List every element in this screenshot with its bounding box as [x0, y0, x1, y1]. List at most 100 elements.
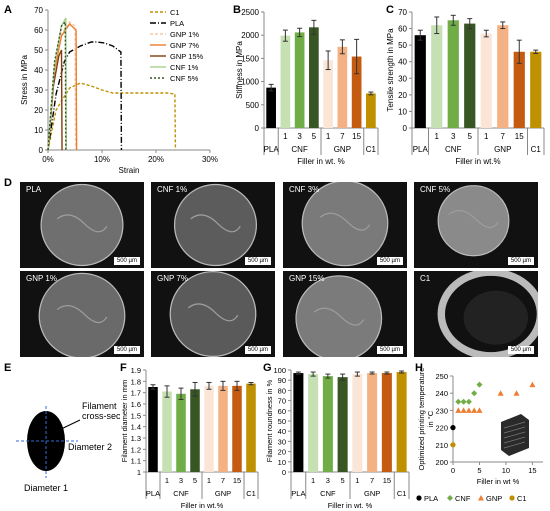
legend-label: C1	[170, 8, 180, 17]
bar	[176, 393, 186, 472]
x-tick-label: 5	[341, 476, 345, 485]
data-point-cnf	[460, 398, 467, 405]
x-tick-label: 10	[502, 466, 510, 475]
printed-part-rib	[503, 431, 526, 439]
group-label: CNF	[445, 145, 462, 154]
x-tick-label: 5	[477, 466, 481, 475]
bar	[367, 373, 378, 472]
x-tick-label: 7	[501, 132, 506, 141]
y-tick-label: 0	[255, 124, 260, 133]
chart-c-tensile-strength: 0 10 20 30 40 50 60 70 Tensile strength in MPa 1 3…	[386, 8, 545, 166]
x-tick-label: 1	[326, 132, 331, 141]
x-tick-label: 0%	[42, 155, 54, 164]
sem-texture	[56, 305, 108, 324]
cross-section-label-2: cross-section	[82, 411, 120, 421]
group-label: C1	[397, 489, 407, 498]
y-axis-label-line-1: Optimized printing temperature	[417, 368, 426, 471]
y-tick-label: 60	[278, 407, 286, 416]
y-tick-label: 20	[278, 448, 286, 457]
bar	[513, 51, 525, 129]
printed-part-rib	[503, 421, 526, 429]
diameter-2-label: Diameter 2	[68, 442, 112, 452]
legend-marker	[509, 495, 515, 501]
bar	[337, 377, 348, 472]
scale-bar: 500 µm	[113, 257, 140, 265]
x-tick-label: 30%	[202, 155, 218, 164]
legend-label: PLA	[170, 19, 184, 28]
x-axis-label: Strain	[119, 166, 140, 175]
sem-label: CNF 5%	[420, 185, 451, 194]
sem-disc	[437, 185, 510, 257]
printed-part-icon	[501, 414, 529, 456]
sem-label: CNF 3%	[289, 185, 320, 194]
group-label: GNP	[215, 489, 231, 498]
y-tick-label: 1.6	[131, 400, 141, 409]
group-label: CNF	[320, 489, 336, 498]
y-axis-label: Stiffness in MPa	[235, 41, 244, 99]
x-tick-label: 15	[515, 132, 524, 141]
panel-label-e: E	[4, 362, 12, 374]
y-tick-label: 1.7	[131, 389, 141, 398]
y-tick-label: 30	[278, 437, 286, 446]
group-label: PLA	[291, 489, 305, 498]
sem-texture	[56, 214, 108, 233]
x-tick-label: 1	[207, 476, 211, 485]
x-axis-label: Filler in wt. %	[328, 501, 373, 510]
sem-image: CNF 1% 500 µm	[151, 182, 275, 268]
sem-label: CNF 1%	[157, 185, 188, 194]
bar	[162, 391, 172, 472]
group-label: CNF	[173, 489, 189, 498]
panel-label-d: D	[4, 177, 12, 189]
bar	[322, 376, 333, 472]
group-label: C1	[366, 145, 377, 154]
scale-bar: 500 µm	[376, 257, 403, 265]
x-axis-label: Filler in wt.%	[181, 501, 224, 510]
x-tick-label: 1	[355, 476, 359, 485]
legend-marker	[447, 495, 453, 501]
printed-part-rib	[503, 441, 526, 449]
bar	[246, 383, 256, 472]
y-tick-label: 1.2	[131, 445, 141, 454]
y-tick-label: 230	[435, 406, 448, 415]
data-point-cnf	[455, 398, 462, 405]
sem-image: GNP 1% 500 µm	[20, 271, 144, 357]
bar	[309, 27, 319, 129]
y-tick-label: 210	[435, 441, 448, 450]
y-axis-label-line-2: in °C	[426, 410, 435, 427]
y-tick-label: 220	[435, 424, 448, 433]
bar	[280, 35, 291, 128]
bar	[530, 51, 542, 129]
group-label: CNF	[291, 145, 308, 154]
y-tick-label: 10	[278, 458, 286, 467]
y-tick-label: 70	[398, 8, 407, 17]
y-axis-label: Tensile strength in MPa	[386, 28, 395, 112]
legend-label: C1	[517, 494, 527, 503]
scale-bar: 500 µm	[244, 346, 271, 354]
group-label: GNP	[334, 145, 351, 154]
y-tick-label: 500	[246, 101, 260, 110]
bar	[480, 33, 492, 128]
scale-bar: 500 µm	[376, 346, 403, 354]
y-axis-label: Stress in MPa	[20, 55, 29, 105]
y-tick-label: 10	[34, 126, 43, 135]
y-tick-label: 0	[403, 124, 408, 133]
bar	[396, 372, 407, 472]
bar	[447, 20, 459, 129]
arrow-head-icon	[55, 426, 63, 432]
legend-label: CNF 1%	[170, 63, 199, 72]
bar	[323, 60, 333, 129]
y-tick-label: 0	[282, 468, 286, 477]
sem-disc	[173, 183, 258, 267]
y-tick-label: 70	[278, 397, 286, 406]
x-tick-label: 1	[311, 476, 315, 485]
printed-part-rib	[503, 436, 526, 444]
cross-section-label-1: Filament	[82, 401, 117, 411]
sem-image: CNF 3% 500 µm	[283, 182, 407, 268]
sem-cross-section-shape	[169, 271, 257, 357]
bar	[148, 387, 158, 472]
y-tick-label: 100	[273, 366, 286, 375]
sem-disc	[295, 275, 383, 357]
